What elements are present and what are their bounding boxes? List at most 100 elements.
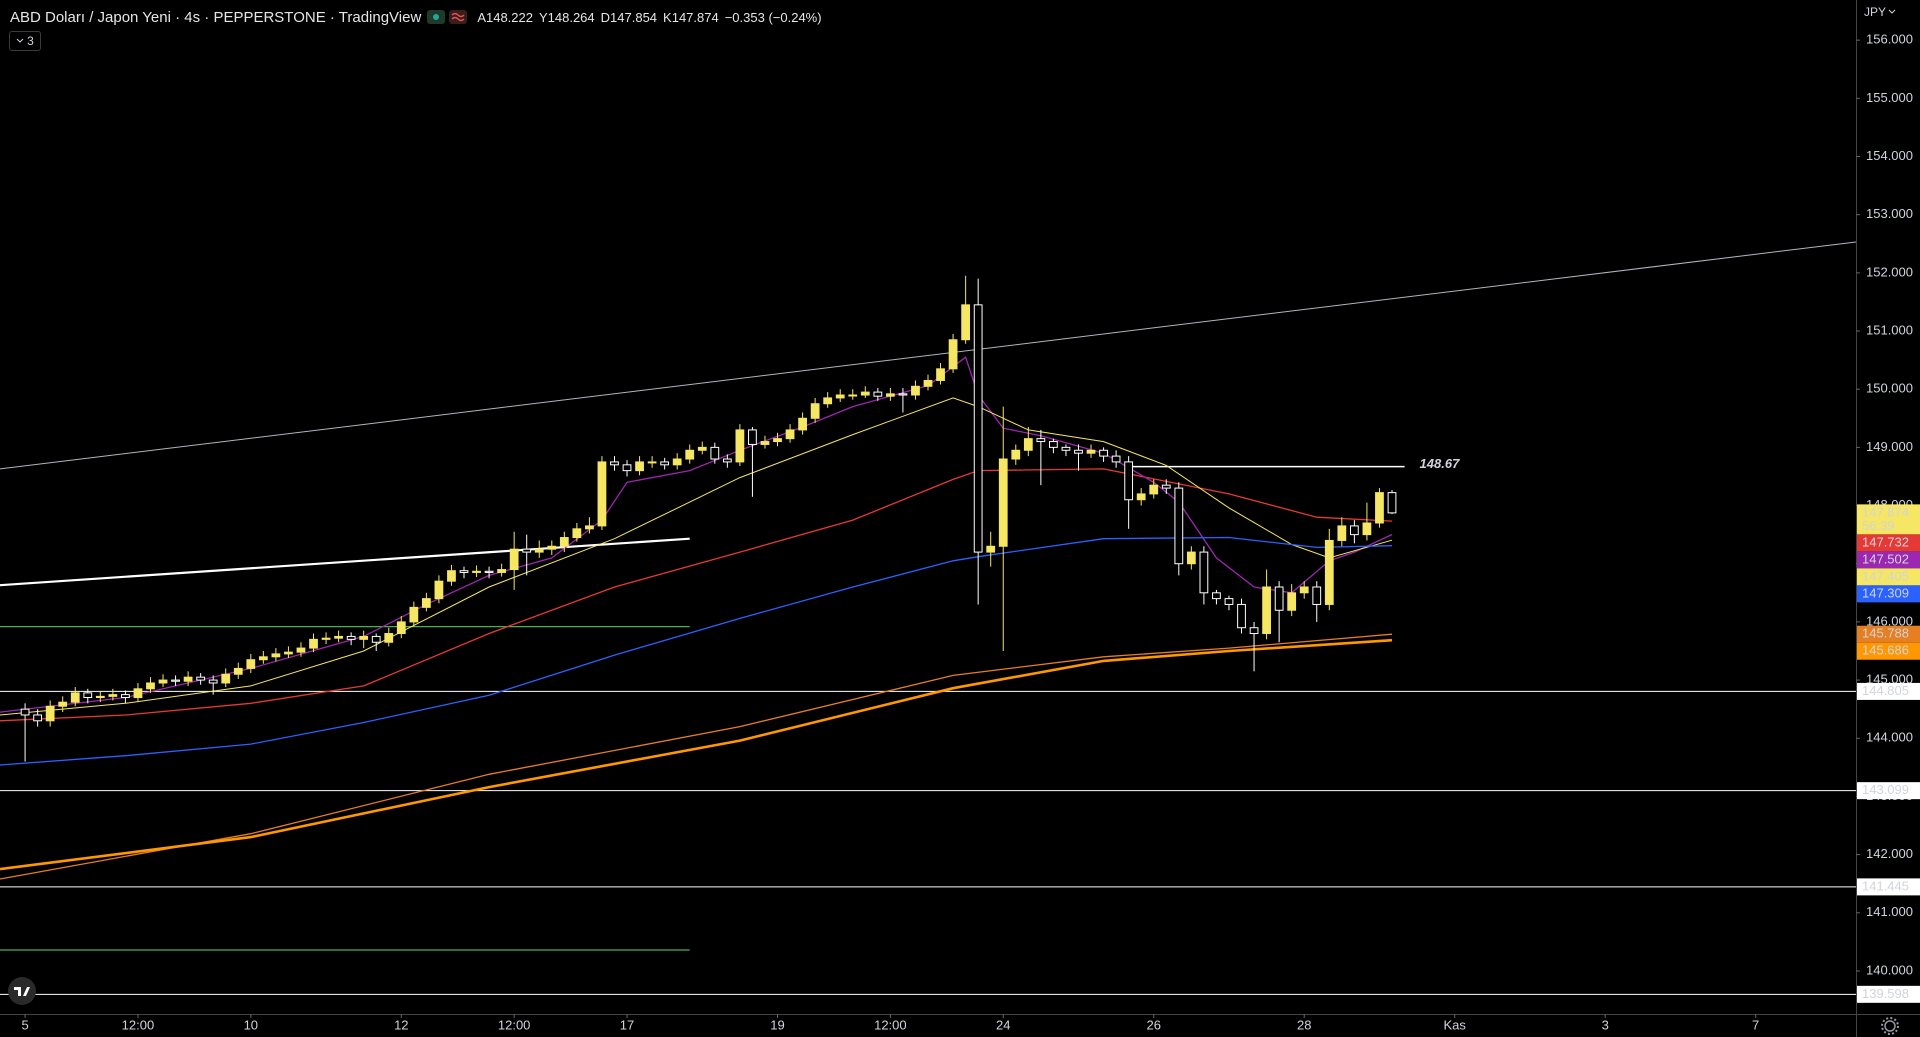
ma-price-label: 145.686: [1862, 643, 1909, 658]
candle-body: [334, 635, 343, 639]
candle-body: [961, 304, 971, 341]
candle-body: [1375, 492, 1384, 524]
y-tick-label: 150.000: [1866, 381, 1913, 396]
ma-price-box: [1857, 534, 1920, 552]
y-tick-label: 140.000: [1866, 962, 1913, 977]
candle-body: [371, 635, 381, 643]
candle-body: [1262, 586, 1271, 635]
ma-price-box: [1857, 585, 1920, 603]
candle-body: [221, 673, 231, 684]
x-tick-label: 17: [620, 1017, 634, 1032]
candle-body: [1099, 449, 1108, 457]
candle-body: [860, 391, 870, 396]
candle-body: [271, 653, 281, 658]
settings-button[interactable]: [1881, 1017, 1899, 1035]
candle-body: [848, 394, 858, 397]
level-price-label: 139.598: [1862, 986, 1909, 1001]
candle-body: [472, 570, 481, 573]
candle-body: [284, 651, 293, 655]
moving-average: [0, 536, 1393, 766]
ohlc-change: −0.353 (−0.24%): [724, 9, 822, 25]
moving-average: [0, 356, 1393, 713]
candle-body: [986, 545, 996, 553]
candle-body: [1387, 492, 1397, 514]
x-tick-label: 26: [1146, 1017, 1160, 1032]
candle-body: [534, 548, 544, 553]
drawing-line: [0, 537, 690, 587]
candle-body: [1349, 525, 1359, 536]
candle-body: [434, 580, 444, 600]
x-tick-label: 3: [1602, 1017, 1609, 1032]
gear-teeth: [1881, 1017, 1899, 1035]
indicators-toggle[interactable]: 3: [9, 31, 41, 51]
candle-body: [697, 446, 707, 451]
candle-body: [1299, 586, 1309, 594]
candle-body: [785, 429, 795, 440]
ma-price-box: [1857, 625, 1920, 643]
y-tick-label: 153.000: [1866, 206, 1913, 221]
candle-body: [1061, 446, 1071, 451]
candle-body: [158, 679, 168, 684]
candle-body: [33, 714, 43, 722]
candle-body: [810, 403, 820, 419]
candle-body: [1312, 586, 1322, 605]
countdown-label: 56:39: [1862, 518, 1895, 533]
candle-body: [1086, 449, 1096, 454]
candle-body: [20, 708, 30, 716]
x-tick-label: 12:00: [122, 1017, 155, 1032]
moving-average: [0, 468, 1393, 722]
candle-body: [585, 525, 594, 530]
candle-body: [83, 692, 93, 699]
symbol-header: ABD Doları / Japon Yeni · 4s · PEPPERSTO…: [10, 6, 822, 28]
ma-price-label: 147.502: [1862, 551, 1909, 566]
currency: JPY: [1864, 5, 1887, 19]
x-tick-label: 12:00: [498, 1017, 531, 1032]
y-tick-label: 156.000: [1866, 32, 1913, 47]
y-tick-label: 152.000: [1866, 264, 1913, 279]
candle-body: [1149, 484, 1159, 495]
candle-body: [572, 528, 582, 539]
ma-price-label: 145.788: [1862, 626, 1909, 641]
candle-body: [396, 621, 406, 635]
y-tick-label: 144.000: [1866, 730, 1913, 745]
level-price-label: 141.445: [1862, 878, 1909, 893]
data-status: [449, 10, 468, 24]
market-open-dot: [433, 14, 440, 20]
x-tick-label: 19: [770, 1017, 784, 1032]
candle-body: [1049, 441, 1058, 448]
candle-body: [409, 606, 419, 623]
symbol-title[interactable]: ABD Doları / Japon Yeni · 4s · PEPPERSTO…: [10, 8, 422, 26]
ma-price-label: 147.732: [1862, 534, 1909, 549]
candle-body: [384, 633, 394, 643]
candle-body: [484, 570, 494, 573]
candle-body: [447, 570, 456, 582]
candle-body: [1074, 449, 1083, 454]
candle-body: [559, 537, 569, 547]
ma-price-box: [1857, 568, 1920, 586]
x-tick-label: 12: [394, 1017, 408, 1032]
y-tick-label: 149.000: [1866, 439, 1913, 454]
candle-body: [998, 458, 1008, 547]
candle-body: [948, 339, 958, 370]
candle-body: [208, 679, 218, 684]
candle-body: [522, 548, 532, 553]
candle-body: [497, 569, 507, 573]
candle-body: [722, 458, 732, 463]
y-tick-label: 142.000: [1866, 846, 1913, 861]
candle-body: [710, 446, 720, 460]
indicators-count: 3: [27, 34, 34, 48]
x-tick-label: 7: [1752, 1017, 1759, 1032]
tradingview-logo: [8, 977, 36, 1005]
candle-body: [685, 449, 695, 460]
candle-body: [1324, 539, 1334, 605]
level-price-box: [1857, 682, 1920, 700]
y-tick-label: 155.000: [1866, 90, 1913, 105]
candle-body: [58, 701, 68, 707]
candle-body: [309, 638, 318, 649]
currency-menu[interactable]: JPY: [1864, 5, 1896, 19]
ma-price-label: 147.405: [1862, 568, 1909, 583]
candle-body: [146, 682, 155, 690]
candle-body: [296, 647, 306, 653]
